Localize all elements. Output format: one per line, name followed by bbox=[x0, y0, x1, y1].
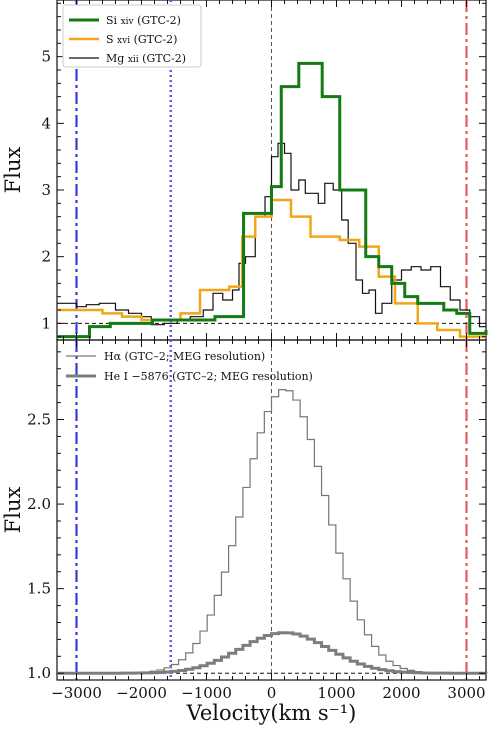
x-tick-label: 2000 bbox=[382, 684, 420, 702]
legend-label-mg-xii: Mg xii (GTC-2) bbox=[106, 52, 186, 65]
x-tick-label: 3000 bbox=[447, 684, 485, 702]
bottom-plot-area bbox=[57, 340, 488, 680]
bottom-y-axis-label: Flux bbox=[1, 487, 25, 534]
y-tick-label: 3 bbox=[41, 181, 51, 199]
y-tick-label: 5 bbox=[41, 48, 51, 66]
profile-line-1 bbox=[57, 631, 488, 675]
x-tick-label: 1000 bbox=[317, 684, 355, 702]
x-tick-label: −2000 bbox=[116, 684, 167, 702]
axis-ticks: 1 2 3 4 5 1.0 1.5 2.0 2.5 −3000 −2000 −1000 0 1000 200… bbox=[27, 0, 486, 702]
series-line-0 bbox=[57, 61, 488, 339]
top-y-axis-label: Flux bbox=[1, 147, 25, 194]
top-plot-area bbox=[57, 0, 488, 340]
x-axis-label: Velocity(km s⁻¹) bbox=[186, 701, 357, 725]
y-tick-label: 1 bbox=[41, 314, 51, 332]
legend-label-h-alpha: Hα (GTC–2; MEG resolution) bbox=[104, 350, 265, 363]
y-tick-label: 2 bbox=[41, 248, 51, 266]
y-tick-label: 1.0 bbox=[27, 664, 51, 682]
bottom-legend: Hα (GTC–2; MEG resolution) He I −5876 (G… bbox=[66, 350, 313, 383]
legend-label-he-i: He I −5876 (GTC–2; MEG resolution) bbox=[104, 370, 313, 383]
x-tick-label: −3000 bbox=[51, 684, 102, 702]
y-tick-label: 2.5 bbox=[27, 411, 51, 429]
x-tick-label: −1000 bbox=[181, 684, 232, 702]
top-legend: Si xiv (GTC-2) S xvi (GTC-2) Mg xii (GTC… bbox=[62, 4, 202, 68]
y-tick-label: 1.5 bbox=[27, 580, 51, 598]
legend-label-si-xiv: Si xiv (GTC-2) bbox=[106, 14, 181, 27]
y-tick-label: 4 bbox=[41, 114, 51, 132]
y-tick-label: 2.0 bbox=[27, 495, 51, 513]
x-tick-label: 0 bbox=[267, 684, 277, 702]
series-line-2 bbox=[57, 142, 486, 328]
legend-label-s-xvi: S xvi (GTC-2) bbox=[106, 33, 177, 46]
